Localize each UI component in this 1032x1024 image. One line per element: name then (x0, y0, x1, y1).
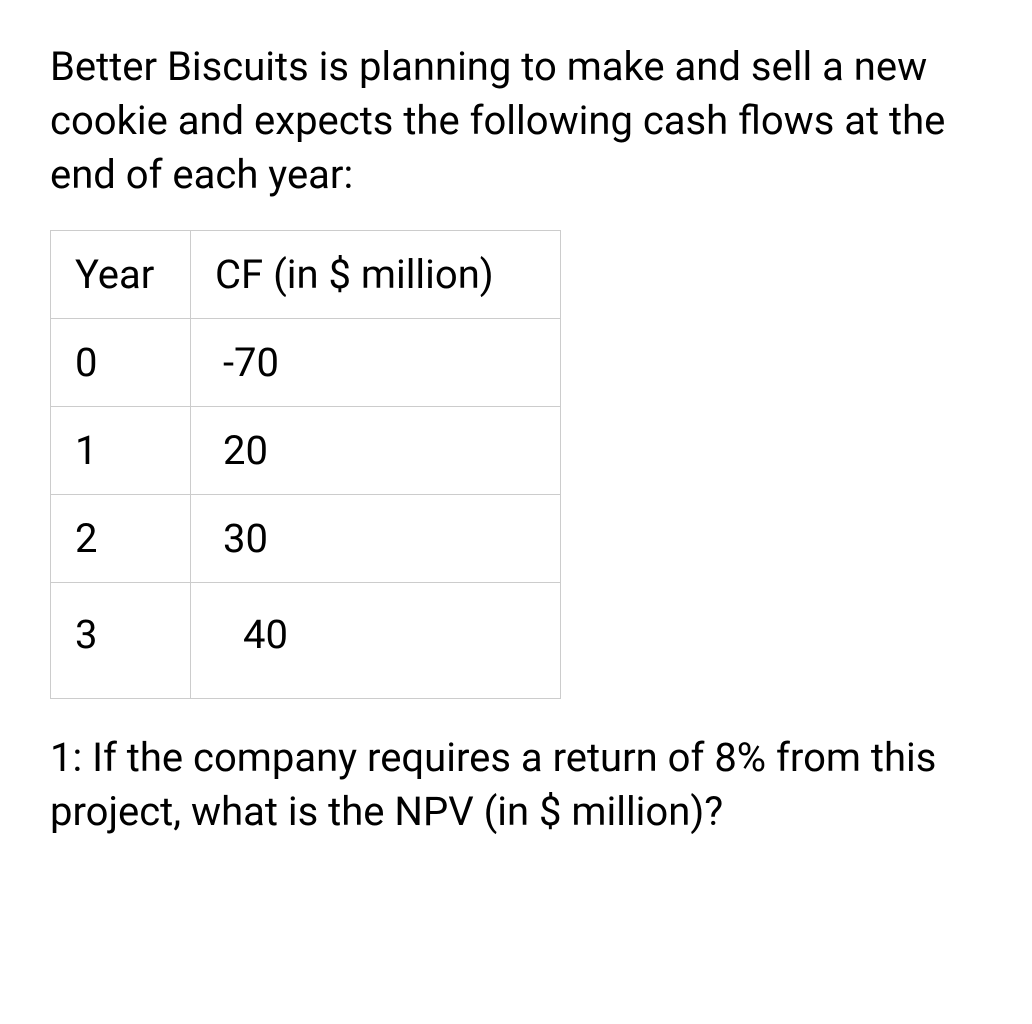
table-row: 0 -70 (51, 319, 561, 407)
cell-cf-3: 40 (191, 583, 561, 699)
table-header-row: Year CF (in $ million) (51, 231, 561, 319)
cash-flow-table: Year CF (in $ million) 0 -70 1 20 2 30 3… (50, 230, 561, 699)
cell-year-0: 0 (51, 319, 191, 407)
cell-year-1: 1 (51, 407, 191, 495)
problem-intro-text: Better Biscuits is planning to make and … (50, 40, 982, 202)
table-row: 2 30 (51, 495, 561, 583)
cell-year-2: 2 (51, 495, 191, 583)
cell-cf-0: -70 (191, 319, 561, 407)
header-cf: CF (in $ million) (191, 231, 561, 319)
header-year: Year (51, 231, 191, 319)
cell-cf-1: 20 (191, 407, 561, 495)
question-text: 1: If the company requires a return of 8… (50, 731, 982, 839)
table-row: 1 20 (51, 407, 561, 495)
cell-cf-2: 30 (191, 495, 561, 583)
cell-year-3: 3 (51, 583, 191, 699)
table-row: 3 40 (51, 583, 561, 699)
